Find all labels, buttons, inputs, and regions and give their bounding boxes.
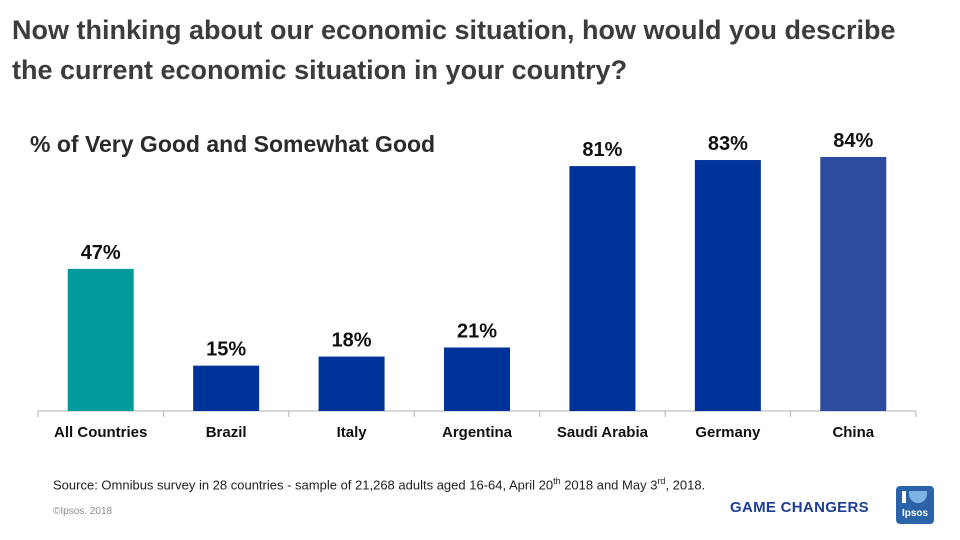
page-title: Now thinking about our economic situatio… (12, 15, 896, 85)
data-label-germany: 83% (708, 133, 748, 155)
source-text-pre: Source: Omnibus survey in 28 countries -… (53, 477, 554, 493)
bar-germany (694, 160, 761, 411)
copyright: ©Ipsos. 2018 (53, 506, 113, 517)
source-sup-th: th (553, 476, 561, 486)
data-label-brazil: 15% (206, 339, 246, 361)
bar-argentina (444, 347, 510, 411)
data-label-argentina: 21% (457, 321, 497, 343)
bar-saudi-arabia (569, 166, 636, 411)
tick-label-argentina: Argentina (442, 424, 513, 441)
game-changers-tagline: GAME CHANGERS (730, 499, 869, 516)
source-text-post: , 2018. (665, 477, 706, 493)
logo-mark-bar (902, 491, 906, 503)
logo-text: Ipsos (901, 508, 929, 519)
bar-italy (318, 356, 385, 411)
tick-label-brazil: Brazil (206, 424, 247, 441)
data-label-china: 84% (833, 130, 873, 152)
bar-all-countries (67, 268, 134, 411)
data-label-saudi-arabia: 81% (582, 139, 622, 161)
tick-label-saudi-arabia: Saudi Arabia (557, 424, 649, 441)
data-label-italy: 18% (332, 330, 372, 352)
ipsos-logo: Ipsos (896, 486, 934, 524)
data-label-all-countries: 47% (81, 242, 121, 264)
bar-brazil (193, 365, 260, 411)
chart-subtitle: % of Very Good and Somewhat Good (30, 131, 436, 157)
source-text-mid: 2018 and May 3 (560, 477, 658, 493)
source-note: Source: Omnibus survey in 28 countries -… (53, 476, 705, 492)
bar-chart: 47% All Countries 15% Brazil 18% Italy 21% Arge… (37, 130, 917, 441)
source-sup-rd: rd (657, 476, 666, 486)
tick-label-china: China (832, 424, 874, 441)
tick-label-italy: Italy (337, 424, 368, 441)
tick-label-germany: Germany (695, 424, 761, 441)
tick-label-all-countries: All Countries (54, 424, 147, 441)
logo-mark-bowl (909, 491, 927, 503)
bar-china (820, 157, 887, 411)
